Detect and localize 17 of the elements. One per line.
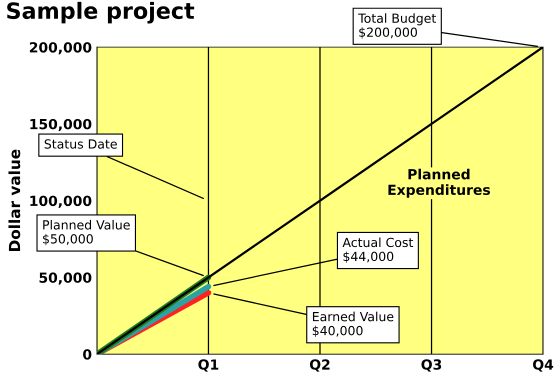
- y-axis-title: Dollar value: [8, 150, 20, 252]
- chart-title: Sample project: [7, 2, 194, 24]
- x-tick-label: Q4: [533, 359, 554, 372]
- annotation: Actual Cost $44,000: [342, 237, 414, 263]
- annotation: Earned Value $40,000: [312, 312, 394, 337]
- annotation: Planned Value $50,000: [43, 220, 130, 246]
- x-tick-label: Q3: [421, 359, 442, 372]
- y-tick-label: 100,000: [30, 196, 92, 208]
- y-tick-label: 150,000: [30, 118, 92, 132]
- y-tick-label: 200,000: [30, 42, 92, 54]
- y-tick-label: 50,000: [40, 272, 92, 285]
- annotation: Total Budget $200,000: [358, 13, 436, 39]
- x-tick-label: Q1: [198, 359, 218, 372]
- annotation: Status Date: [44, 139, 117, 149]
- series-label: Planned Expenditures: [388, 168, 490, 198]
- y-tick-label: 0: [83, 349, 92, 360]
- x-tick-label: Q2: [310, 359, 330, 372]
